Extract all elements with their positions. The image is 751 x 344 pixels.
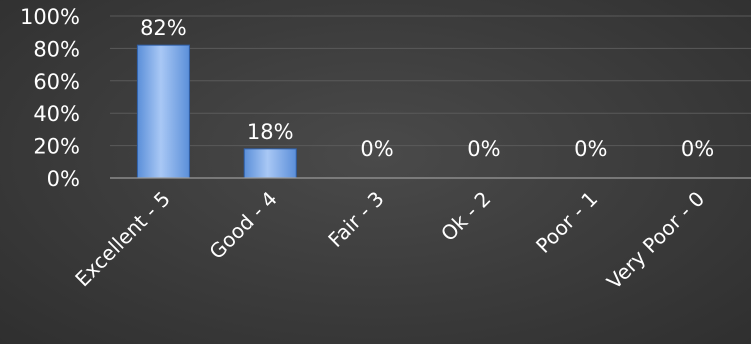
gridlines — [110, 15, 751, 147]
bars — [136, 44, 297, 179]
y-tick-label: 60% — [33, 70, 80, 94]
bar — [136, 44, 190, 179]
y-tick-label: 40% — [33, 102, 80, 126]
category-label: Good - 4 — [204, 187, 281, 264]
data-label: 82% — [140, 16, 187, 40]
data-label: 18% — [247, 120, 294, 144]
category-label: Ok - 2 — [436, 187, 495, 246]
category-label: Excellent - 5 — [70, 187, 175, 292]
y-tick-label: 100% — [20, 5, 80, 29]
y-tick-label: 80% — [33, 37, 80, 61]
x-axis-category-labels: Excellent - 5 Good - 4 Fair - 3 Ok - 2 Poor … — [70, 187, 709, 294]
data-label: 0% — [467, 137, 500, 161]
bar — [243, 148, 297, 179]
data-label: 0% — [360, 137, 393, 161]
data-labels: 82% 18% 0% 0% 0% 0% — [140, 16, 714, 161]
category-label: Very Poor - 0 — [602, 187, 709, 294]
y-tick-label: 0% — [47, 167, 80, 191]
data-label: 0% — [574, 137, 607, 161]
y-tick-label: 20% — [33, 135, 80, 159]
y-axis-tick-labels: 0% 20% 40% 60% 80% 100% — [20, 5, 80, 191]
category-label: Fair - 3 — [323, 187, 388, 252]
category-label: Poor - 1 — [531, 187, 602, 258]
data-label: 0% — [681, 137, 714, 161]
